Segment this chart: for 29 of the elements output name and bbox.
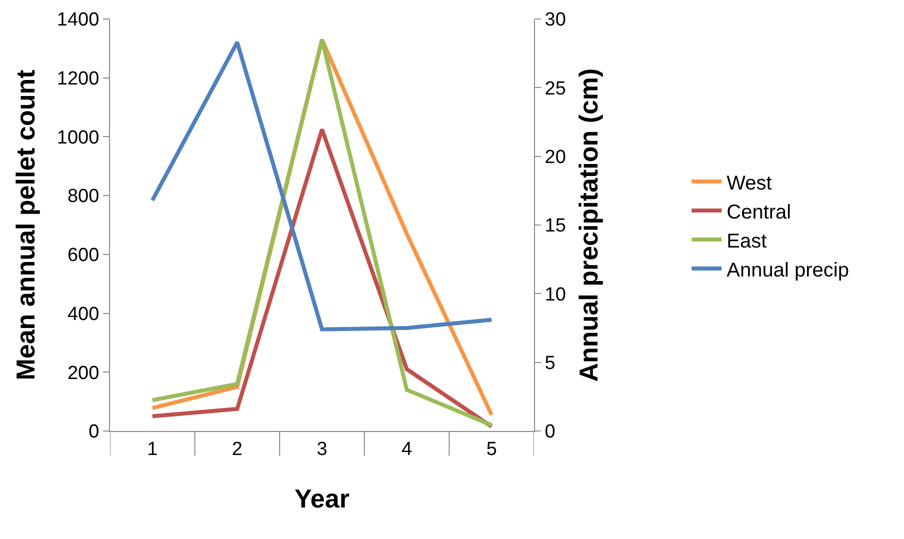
y2-tick-label: 20 xyxy=(544,146,566,168)
y2-tick-label: 10 xyxy=(544,284,566,306)
legend-label: East xyxy=(726,230,768,252)
y-tick-label: 1400 xyxy=(56,10,100,31)
y-tick-label: 400 xyxy=(67,304,100,325)
y-tick-label: 0 xyxy=(88,422,100,443)
x-tick-label: 2 xyxy=(232,438,242,460)
y-tick-label: 600 xyxy=(67,245,100,266)
x-tick-label: 1 xyxy=(147,438,158,460)
legend-label: Annual precip xyxy=(726,259,849,282)
y-axis-title: Mean annual pellet count xyxy=(10,69,40,380)
legend-label: Central xyxy=(726,201,792,224)
x-axis-title: Year xyxy=(294,484,350,514)
line-series xyxy=(150,127,494,429)
y-tick-label: 800 xyxy=(67,186,100,208)
legend-label: West xyxy=(726,172,772,194)
y-tick-label: 1200 xyxy=(56,68,100,90)
y-tick-label: 1000 xyxy=(56,127,100,148)
y2-axis-title: Annual precipitation (cm) xyxy=(574,68,604,382)
y-tick-label: 200 xyxy=(67,362,100,384)
y2-tick-label: 5 xyxy=(544,352,556,374)
y2-tick-label: 0 xyxy=(544,422,556,443)
x-tick-label: 3 xyxy=(316,438,328,460)
x-tick-label: 5 xyxy=(486,438,497,460)
line-series xyxy=(150,40,494,332)
y2-tick-label: 25 xyxy=(544,78,566,100)
y2-tick-label: 15 xyxy=(544,216,566,237)
x-tick-label: 4 xyxy=(402,438,413,460)
y2-tick-label: 30 xyxy=(544,10,566,31)
